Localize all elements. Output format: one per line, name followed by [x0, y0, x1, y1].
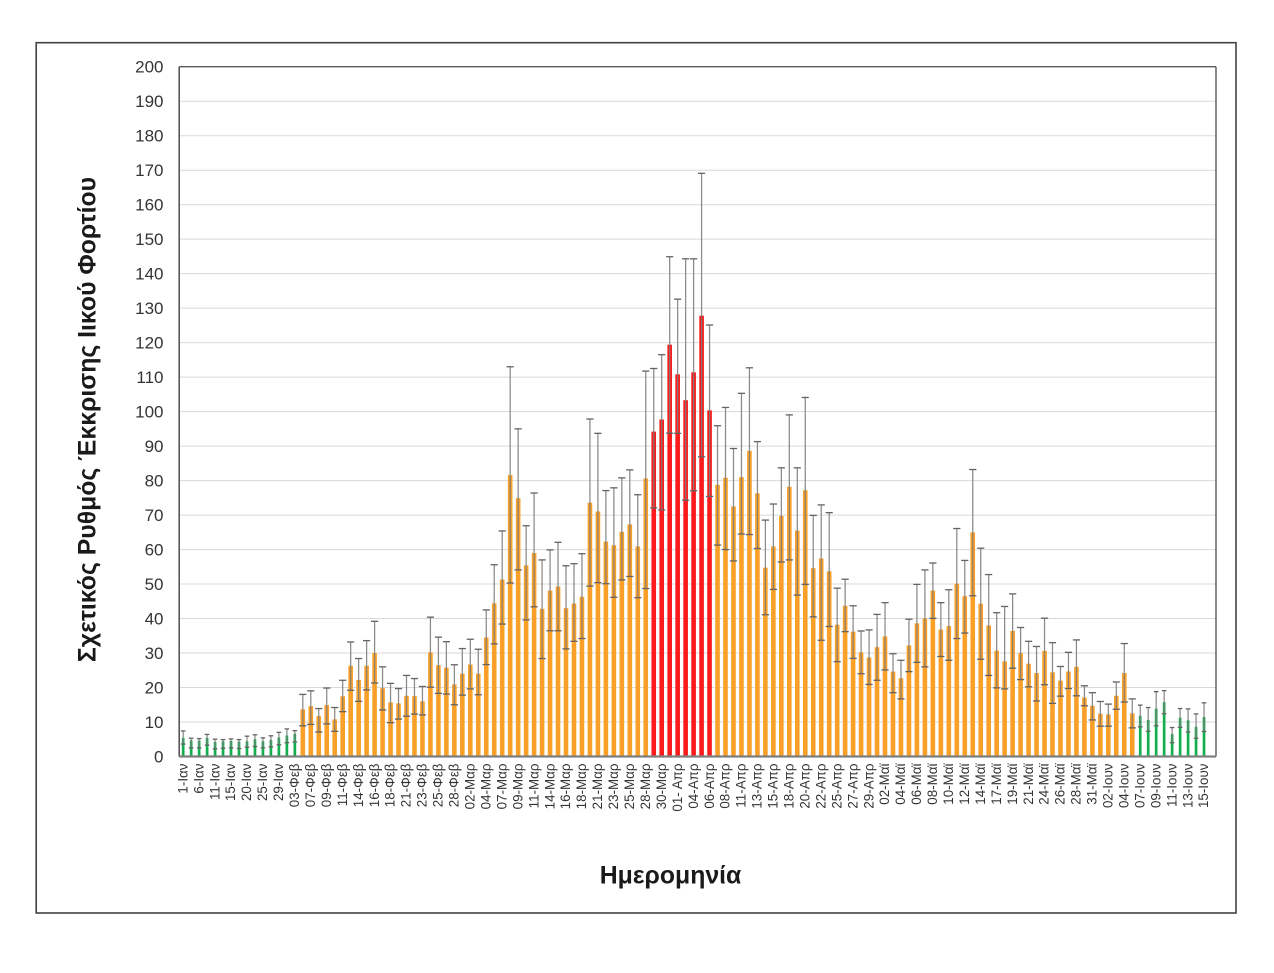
svg-text:170: 170: [135, 161, 163, 180]
svg-text:20: 20: [145, 678, 164, 697]
svg-text:08-Απρ: 08-Απρ: [718, 763, 733, 809]
svg-text:150: 150: [135, 230, 163, 249]
svg-text:23-Μαρ: 23-Μαρ: [606, 763, 621, 809]
svg-text:08-Μαϊ: 08-Μαϊ: [925, 762, 940, 804]
svg-text:26-Μαϊ: 26-Μαϊ: [1053, 762, 1068, 804]
svg-text:22-Απρ: 22-Απρ: [813, 763, 828, 809]
svg-text:28-Μαρ: 28-Μαρ: [638, 763, 653, 809]
svg-text:0: 0: [154, 747, 163, 766]
svg-text:70: 70: [145, 506, 164, 525]
svg-text:Ημερομηνία: Ημερομηνία: [600, 863, 742, 890]
svg-text:200: 200: [135, 58, 163, 77]
svg-text:11-Απρ: 11-Απρ: [734, 763, 749, 808]
svg-text:07-Μαρ: 07-Μαρ: [494, 763, 509, 809]
svg-text:190: 190: [135, 92, 163, 111]
svg-text:20-Απρ: 20-Απρ: [798, 763, 813, 809]
svg-text:06-Απρ: 06-Απρ: [702, 763, 717, 809]
svg-text:01- Απρ: 01- Απρ: [670, 763, 685, 812]
svg-text:02-Μαρ: 02-Μαρ: [463, 763, 478, 809]
svg-text:28-Φεβ: 28-Φεβ: [447, 763, 462, 807]
svg-text:160: 160: [135, 196, 163, 215]
svg-text:80: 80: [145, 471, 164, 490]
svg-text:29-Απρ: 29-Απρ: [861, 763, 876, 809]
svg-text:30: 30: [145, 644, 164, 663]
svg-text:07-Φεβ: 07-Φεβ: [303, 763, 318, 807]
svg-text:06-Μαϊ: 06-Μαϊ: [909, 762, 924, 804]
svg-text:90: 90: [145, 437, 164, 456]
svg-text:180: 180: [135, 127, 163, 146]
svg-text:11-Ιουν: 11-Ιουν: [1164, 763, 1179, 807]
svg-text:130: 130: [135, 299, 163, 318]
svg-text:15-Ιαν: 15-Ιαν: [223, 763, 238, 801]
svg-text:25-Φεβ: 25-Φεβ: [431, 763, 446, 807]
svg-text:60: 60: [145, 540, 164, 559]
svg-text:13-Ιουν: 13-Ιουν: [1180, 763, 1195, 808]
svg-text:18-Φεβ: 18-Φεβ: [383, 763, 398, 807]
svg-text:120: 120: [135, 333, 163, 352]
svg-text:50: 50: [145, 575, 164, 594]
svg-text:18-Μαρ: 18-Μαρ: [574, 763, 589, 809]
svg-text:110: 110: [136, 368, 163, 387]
svg-text:15-Ιουν: 15-Ιουν: [1196, 763, 1211, 808]
svg-text:12-Μαϊ: 12-Μαϊ: [957, 762, 972, 804]
svg-text:14-Φεβ: 14-Φεβ: [351, 763, 366, 807]
svg-text:29-Ιαν: 29-Ιαν: [271, 763, 286, 801]
svg-text:14-Μαρ: 14-Μαρ: [542, 763, 557, 809]
svg-text:21-Φεβ: 21-Φεβ: [399, 763, 414, 807]
svg-text:09-Μαρ: 09-Μαρ: [510, 763, 525, 809]
svg-text:25-Απρ: 25-Απρ: [829, 763, 844, 809]
svg-text:6-Ιαν: 6-Ιαν: [191, 763, 206, 793]
svg-text:25-Μαρ: 25-Μαρ: [622, 763, 637, 809]
svg-text:02-Μαϊ: 02-Μαϊ: [877, 762, 892, 804]
svg-text:09-Φεβ: 09-Φεβ: [319, 763, 334, 807]
svg-text:27-Απρ: 27-Απρ: [845, 763, 860, 809]
svg-text:07-Ιουν: 07-Ιουν: [1132, 763, 1147, 808]
svg-text:16-Φεβ: 16-Φεβ: [367, 763, 382, 807]
svg-text:11-Φεβ: 11-Φεβ: [335, 763, 350, 806]
svg-text:25-Ιαν: 25-Ιαν: [255, 763, 270, 801]
svg-text:09-Ιουν: 09-Ιουν: [1148, 763, 1163, 808]
svg-text:1-Ιαν: 1-Ιαν: [175, 763, 190, 793]
svg-text:04-Μαρ: 04-Μαρ: [479, 763, 494, 809]
svg-text:19-Μαϊ: 19-Μαϊ: [1005, 762, 1020, 804]
svg-text:10: 10: [145, 713, 164, 732]
svg-text:31-Μαϊ: 31-Μαϊ: [1085, 762, 1100, 804]
svg-text:21-Μαρ: 21-Μαρ: [590, 763, 605, 809]
svg-text:140: 140: [135, 264, 163, 283]
svg-text:21-Μαϊ: 21-Μαϊ: [1021, 762, 1036, 804]
svg-text:14-Μαϊ: 14-Μαϊ: [973, 762, 988, 804]
svg-text:11-Ιαν: 11-Ιαν: [207, 763, 222, 800]
svg-text:02-Ιουν: 02-Ιουν: [1101, 763, 1116, 808]
svg-text:100: 100: [135, 402, 163, 421]
svg-text:40: 40: [145, 609, 164, 628]
svg-text:24-Μαϊ: 24-Μαϊ: [1037, 762, 1052, 804]
svg-text:10-Μαϊ: 10-Μαϊ: [941, 762, 956, 804]
svg-text:17-Μαϊ: 17-Μαϊ: [989, 762, 1004, 804]
svg-text:03-Φεβ: 03-Φεβ: [287, 763, 302, 807]
svg-text:11-Μαρ: 11-Μαρ: [526, 763, 541, 808]
svg-text:04-Ιουν: 04-Ιουν: [1117, 763, 1132, 808]
svg-text:30-Μαρ: 30-Μαρ: [654, 763, 669, 809]
svg-text:04-Απρ: 04-Απρ: [686, 763, 701, 809]
svg-text:16-Μαρ: 16-Μαρ: [558, 763, 573, 809]
svg-text:15-Απρ: 15-Απρ: [766, 763, 781, 809]
svg-text:18-Απρ: 18-Απρ: [782, 763, 797, 809]
svg-text:23-Φεβ: 23-Φεβ: [415, 763, 430, 807]
svg-text:28-Μαϊ: 28-Μαϊ: [1069, 762, 1084, 804]
svg-text:13-Απρ: 13-Απρ: [750, 763, 765, 809]
svg-text:Σχετικός Ρυθμός Έκκρισης Ιικού: Σχετικός Ρυθμός Έκκρισης Ιικού Φορτίου: [74, 177, 101, 662]
svg-text:20-Ιαν: 20-Ιαν: [239, 763, 254, 801]
svg-text:04-Μαϊ: 04-Μαϊ: [893, 762, 908, 804]
